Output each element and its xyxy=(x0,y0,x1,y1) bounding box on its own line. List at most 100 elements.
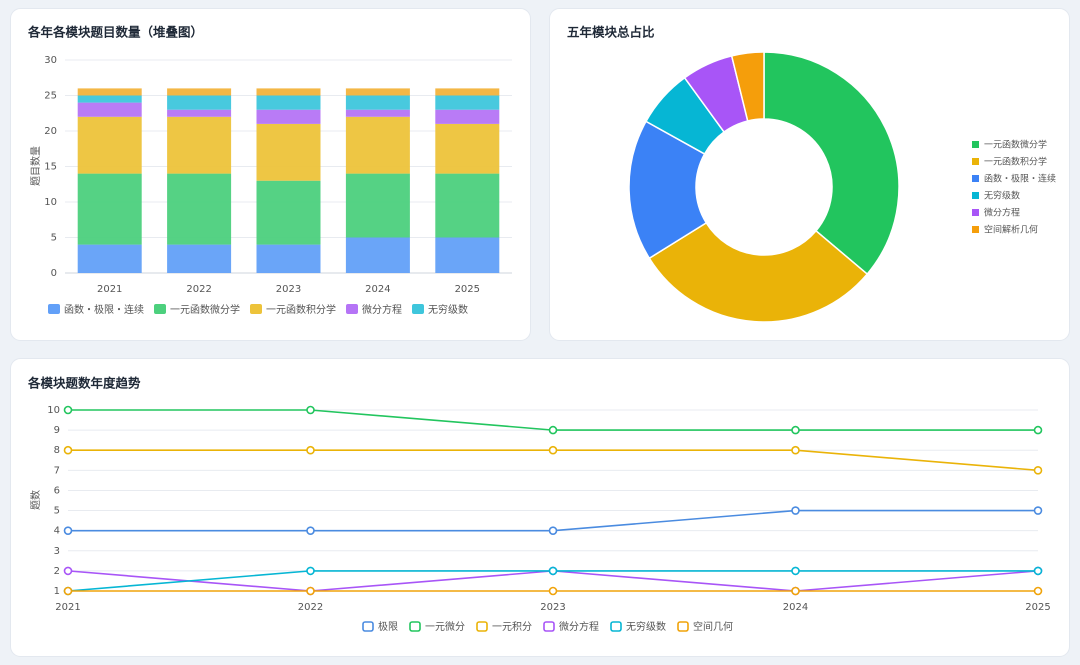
pie-slice xyxy=(763,51,900,276)
y-tick-label: 2 xyxy=(54,566,60,577)
bar-segment xyxy=(167,88,232,96)
bar-segment xyxy=(435,95,500,110)
point xyxy=(306,586,315,596)
legend-label: 微分方程 xyxy=(984,207,1020,219)
point xyxy=(306,526,315,535)
bar-segment xyxy=(345,95,410,110)
x-tick-label: 2022 xyxy=(298,602,323,613)
bar-segment xyxy=(167,95,232,110)
bar-segment xyxy=(256,123,321,181)
point xyxy=(548,445,558,455)
point xyxy=(791,506,800,515)
point xyxy=(791,425,800,435)
x-tick-label: 2023 xyxy=(276,284,301,295)
legend-label: 无穷级数 xyxy=(984,190,1020,202)
x-tick-label: 2021 xyxy=(55,602,80,613)
x-tick-label: 2025 xyxy=(1025,602,1050,613)
point xyxy=(1033,566,1043,576)
point xyxy=(548,526,558,535)
chart-title: 各年各模块题目数量（堆叠图） xyxy=(27,25,203,40)
y-tick-label: 0 xyxy=(51,268,57,279)
y-tick-label: 4 xyxy=(54,526,60,537)
chart-title: 各模块题数年度趋势 xyxy=(27,376,141,391)
bar-segment xyxy=(77,95,142,103)
bar-segment xyxy=(435,173,500,238)
y-tick-label: 9 xyxy=(54,425,60,436)
y-tick-label: 7 xyxy=(54,465,60,476)
legend-swatch xyxy=(972,141,979,148)
point xyxy=(63,445,73,455)
bar-segment xyxy=(77,116,142,174)
legend-swatch xyxy=(250,304,262,314)
point xyxy=(1033,425,1043,435)
point xyxy=(63,586,73,596)
bar-segment xyxy=(435,109,500,124)
x-tick-label: 2024 xyxy=(365,284,390,295)
bar-segment xyxy=(77,102,142,117)
y-axis-label: 题目数量 xyxy=(29,146,42,186)
legend-swatch xyxy=(154,304,166,314)
bar-segment xyxy=(77,88,142,96)
bar-segment xyxy=(345,88,410,96)
y-tick-label: 5 xyxy=(51,233,57,244)
point xyxy=(63,526,73,535)
legend-swatch xyxy=(972,192,979,199)
legend-swatch xyxy=(972,158,979,165)
x-tick-label: 2025 xyxy=(455,284,480,295)
point xyxy=(791,566,800,576)
legend-swatch xyxy=(412,304,424,314)
legend-label: 微分方程 xyxy=(362,303,402,316)
y-tick-label: 25 xyxy=(44,91,57,102)
legend-swatch xyxy=(610,621,622,632)
bar-segment xyxy=(167,244,232,273)
legend-label: 极限 xyxy=(378,620,398,633)
x-tick-label: 2021 xyxy=(97,284,122,295)
point xyxy=(306,445,315,455)
point xyxy=(63,566,73,576)
point xyxy=(63,405,73,415)
point xyxy=(1033,506,1043,515)
legend-swatch xyxy=(972,175,979,182)
point xyxy=(548,586,558,596)
legend-swatch xyxy=(409,621,421,632)
bar-segment xyxy=(256,88,321,96)
point xyxy=(306,566,315,576)
bar-segment xyxy=(345,109,410,117)
point xyxy=(791,586,800,596)
x-tick-label: 2022 xyxy=(186,284,211,295)
legend-label: 一元积分 xyxy=(492,621,532,633)
chart-title: 五年模块总占比 xyxy=(567,25,655,40)
bar-segment xyxy=(77,244,142,273)
legend-label: 微分方程 xyxy=(559,620,599,633)
y-axis-label: 题数 xyxy=(29,490,42,510)
legend-label: 空间几何 xyxy=(693,620,733,633)
bar-segment xyxy=(256,180,321,245)
legend: 极限 一元微分 一元积分 微分方程 无穷级数 空间几何 xyxy=(362,620,733,633)
legend-swatch xyxy=(476,621,488,632)
legend-label: 空间解析几何 xyxy=(984,224,1038,236)
legend-swatch xyxy=(972,226,979,233)
legend-label: 一元微分 xyxy=(425,620,465,633)
point xyxy=(306,405,315,415)
legend-label: 无穷级数 xyxy=(428,303,468,316)
bar-segment xyxy=(345,116,410,174)
x-tick-label: 2024 xyxy=(783,602,808,613)
bar-segment xyxy=(167,109,232,117)
pie-slice xyxy=(730,51,765,122)
legend-label: 函数・极限・连续 xyxy=(984,173,1056,185)
bar-segment xyxy=(167,173,232,245)
x-tick-label: 2023 xyxy=(540,602,565,613)
y-tick-label: 20 xyxy=(44,126,57,137)
bar-segment xyxy=(435,88,500,96)
bar-segment xyxy=(435,237,500,273)
legend-label: 一元函数积分学 xyxy=(266,303,336,316)
y-tick-label: 10 xyxy=(47,405,60,416)
point xyxy=(791,445,800,455)
bar-segment xyxy=(345,173,410,238)
y-tick-label: 30 xyxy=(44,55,57,66)
legend-label: 函数・极限・连续 xyxy=(64,303,144,316)
y-tick-label: 3 xyxy=(54,546,60,557)
y-tick-label: 10 xyxy=(44,197,57,208)
legend-label: 一元函数积分学 xyxy=(984,156,1047,168)
